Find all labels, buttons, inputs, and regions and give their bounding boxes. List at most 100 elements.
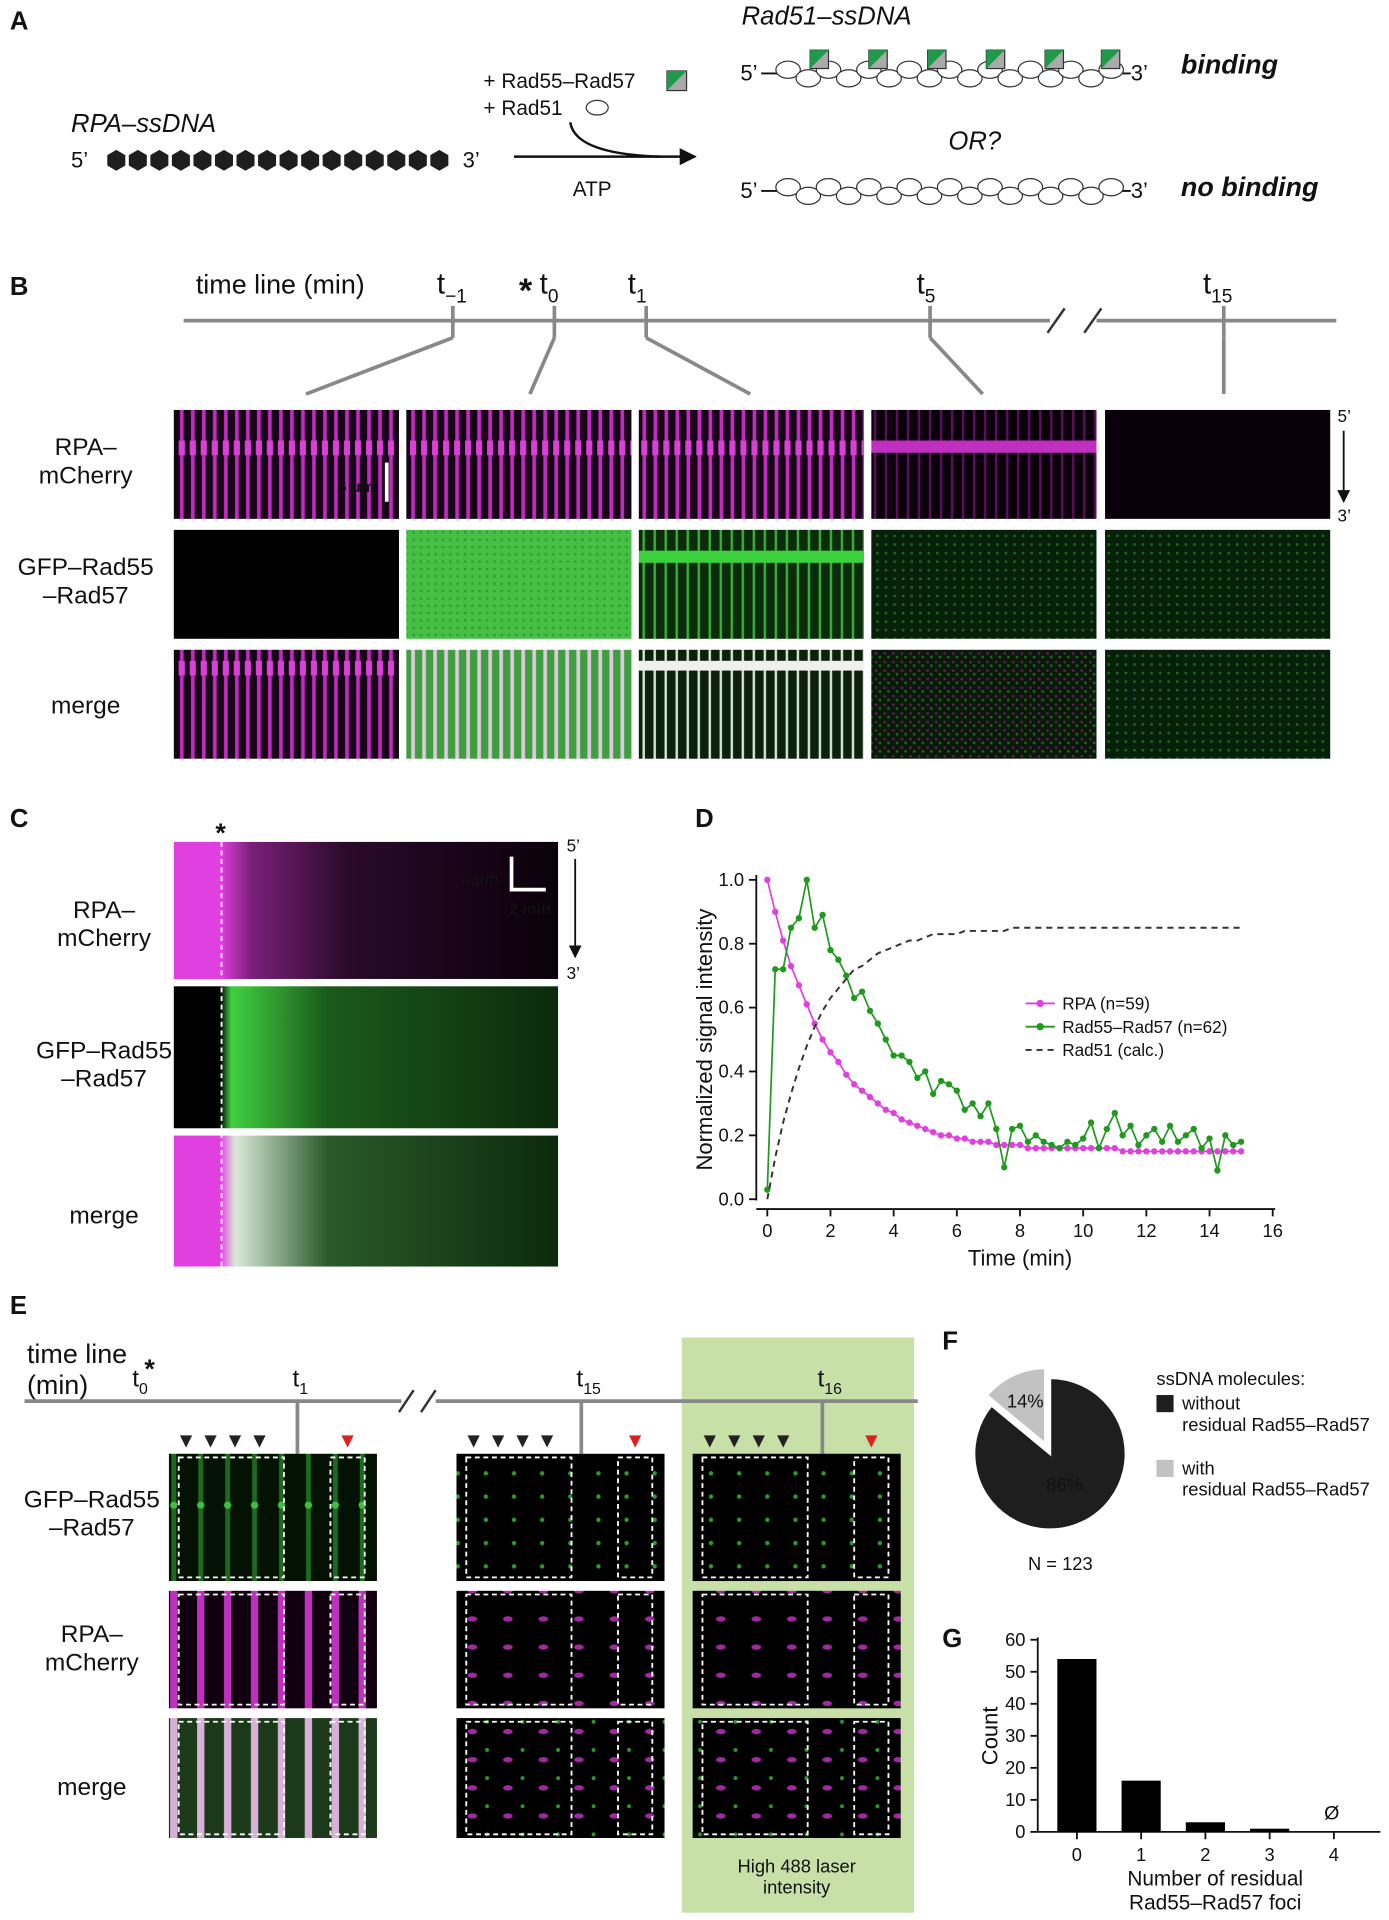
y-axis-title: Normalized signal intensity bbox=[692, 909, 717, 1171]
roi-box bbox=[617, 1593, 654, 1706]
time-base: t bbox=[293, 1365, 300, 1392]
image-panel bbox=[173, 649, 399, 759]
x-tick-label: 8 bbox=[1015, 1220, 1025, 1241]
data-point bbox=[858, 988, 866, 995]
data-point bbox=[937, 1077, 945, 1085]
strand-end: 5’ bbox=[71, 148, 88, 173]
time-base: t bbox=[1203, 268, 1211, 301]
data-point bbox=[969, 1100, 976, 1107]
rad51-monomer bbox=[916, 69, 943, 88]
image-panel bbox=[692, 1590, 901, 1709]
rpa-hexagon bbox=[236, 149, 255, 171]
rad51-monomer bbox=[997, 69, 1024, 88]
image-panel bbox=[871, 529, 1097, 639]
strand-end: 5’ bbox=[1338, 406, 1351, 426]
data-point bbox=[1158, 1148, 1166, 1155]
roi-box bbox=[177, 1720, 285, 1836]
data-point bbox=[1151, 1148, 1158, 1155]
arrowhead-marker bbox=[777, 1435, 790, 1448]
data-point bbox=[993, 1125, 1000, 1133]
data-point bbox=[1095, 1144, 1103, 1152]
rad51-monomer bbox=[1017, 60, 1044, 79]
data-point bbox=[1048, 1141, 1055, 1149]
data-point bbox=[1008, 1125, 1016, 1133]
data-point bbox=[906, 1058, 913, 1066]
outcome-or: OR? bbox=[948, 127, 1002, 155]
row-label: RPA– mCherry bbox=[39, 434, 134, 489]
data-point bbox=[1103, 1144, 1111, 1152]
text-line: GFP–Rad55 bbox=[24, 1487, 160, 1514]
row-label: RPA– mCherry bbox=[45, 1621, 140, 1676]
data-point bbox=[1174, 1148, 1182, 1155]
rad51-monomer bbox=[1017, 178, 1044, 197]
image-panel bbox=[692, 1718, 901, 1839]
x-axis-title: Time (min) bbox=[968, 1245, 1072, 1270]
data-point bbox=[993, 1141, 1000, 1149]
laser-label: High 488 laser intensity bbox=[738, 1855, 856, 1897]
time-sub: 1 bbox=[636, 287, 647, 308]
text-line: RPA– bbox=[73, 897, 135, 924]
rpa-hexagon bbox=[322, 149, 341, 171]
data-point bbox=[811, 924, 818, 931]
data-point bbox=[1151, 1125, 1158, 1133]
panel-letter: D bbox=[695, 805, 714, 833]
text-line: Number of residual bbox=[1127, 1868, 1303, 1891]
roi-box bbox=[701, 1720, 809, 1836]
rad51-icon bbox=[585, 99, 609, 116]
image-panel bbox=[173, 986, 559, 1129]
image-panel bbox=[456, 1453, 665, 1582]
pie-slice bbox=[985, 1366, 1047, 1447]
time-sub: 0 bbox=[548, 287, 559, 308]
data-point bbox=[1032, 1144, 1039, 1152]
roi-box bbox=[617, 1456, 654, 1579]
image-panel bbox=[456, 1718, 665, 1839]
image-panel bbox=[168, 1590, 377, 1709]
text-line: GFP–Rad55 bbox=[36, 1038, 172, 1065]
x-tick-label: 10 bbox=[1073, 1220, 1093, 1241]
image-panel bbox=[638, 529, 864, 639]
row-label: merge bbox=[51, 692, 120, 719]
data-point bbox=[1056, 1144, 1063, 1152]
molecule-title: Rad51–ssDNA bbox=[742, 2, 912, 30]
data-point bbox=[827, 1049, 834, 1056]
text-line: RPA– bbox=[61, 1621, 123, 1648]
time-sub: −1 bbox=[445, 287, 467, 308]
timeline-label: time line (min) bbox=[196, 270, 365, 300]
data-point bbox=[1230, 1141, 1237, 1149]
data-point bbox=[850, 994, 858, 1002]
data-point bbox=[1040, 1144, 1047, 1152]
data-point bbox=[953, 1087, 961, 1094]
text-line: Rad55–Rad57 foci bbox=[1129, 1892, 1301, 1915]
panel-letter: E bbox=[10, 1292, 27, 1320]
rad51-monomer bbox=[1037, 186, 1064, 205]
rad51-monomer bbox=[896, 60, 923, 79]
data-point bbox=[1127, 1122, 1134, 1129]
molecule-title: RPA–ssDNA bbox=[71, 110, 216, 138]
data-point bbox=[1237, 1148, 1245, 1155]
data-point bbox=[1111, 1144, 1118, 1152]
rad51-monomer bbox=[956, 69, 983, 88]
roi-box bbox=[701, 1593, 809, 1706]
sample-size: N = 123 bbox=[1028, 1553, 1093, 1574]
legend-label: Rad55–Rad57 (n=62) bbox=[1062, 1017, 1227, 1037]
y-tick-label: 0.6 bbox=[719, 997, 745, 1018]
data-point bbox=[1079, 1135, 1087, 1142]
data-point bbox=[985, 1138, 992, 1145]
data-point bbox=[890, 1052, 897, 1059]
rad51-monomer bbox=[1078, 186, 1104, 205]
text-line: without bbox=[1181, 1393, 1240, 1414]
scale-bar bbox=[509, 856, 546, 892]
data-point bbox=[835, 956, 842, 963]
y-tick-label: 10 bbox=[1005, 1789, 1025, 1810]
image-panel bbox=[168, 1718, 377, 1839]
legend-swatch bbox=[1156, 1459, 1174, 1478]
data-point bbox=[1024, 1138, 1032, 1145]
data-point bbox=[1072, 1141, 1079, 1149]
data-point bbox=[1135, 1141, 1142, 1149]
data-point bbox=[1214, 1167, 1221, 1174]
rad51-monomer bbox=[795, 69, 822, 88]
time-label: t0 bbox=[132, 1365, 148, 1397]
data-point bbox=[1127, 1148, 1134, 1155]
bar bbox=[1057, 1658, 1097, 1832]
row-label: RPA– mCherry bbox=[57, 897, 152, 952]
